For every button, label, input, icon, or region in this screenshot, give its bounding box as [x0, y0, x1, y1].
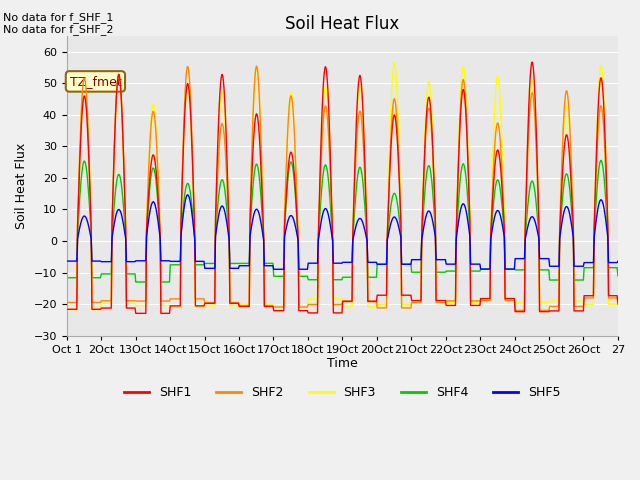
SHF1 [614, 300, 621, 306]
Title: Soil Heat Flux: Soil Heat Flux [285, 15, 399, 33]
SHF4 [230, 261, 237, 266]
SHF3 [63, 307, 70, 312]
Line: SHF3: SHF3 [67, 62, 618, 310]
SHF5 [184, 192, 191, 198]
SHF3 [614, 301, 621, 307]
Line: SHF2: SHF2 [67, 66, 618, 311]
SHF5 [401, 262, 408, 267]
SHF1 [257, 160, 264, 166]
SHF3 [390, 60, 398, 65]
SHF5 [257, 219, 264, 225]
SHF5 [230, 265, 237, 271]
SHF2 [229, 300, 237, 305]
SHF5 [278, 266, 286, 272]
SHF2 [400, 305, 408, 311]
SHF2 [511, 308, 519, 313]
SHF5 [270, 266, 278, 272]
SHF2 [257, 132, 264, 137]
SHF4 [400, 261, 408, 267]
SHF1 [431, 196, 438, 202]
SHF1 [127, 305, 135, 311]
SHF2 [253, 63, 260, 69]
SHF3 [400, 302, 408, 308]
SHF2 [127, 298, 135, 304]
Text: No data for f_SHF_1: No data for f_SHF_1 [3, 12, 113, 23]
SHF5 [63, 258, 70, 264]
SHF4 [132, 279, 140, 285]
SHF1 [230, 300, 237, 306]
SHF2 [278, 304, 285, 310]
SHF2 [63, 300, 70, 305]
SHF3 [127, 300, 135, 306]
SHF4 [614, 273, 621, 279]
SHF5 [127, 259, 135, 264]
SHF3 [256, 111, 264, 117]
SHF5 [614, 258, 621, 264]
SHF4 [127, 271, 135, 277]
SHF2 [431, 200, 438, 205]
Text: No data for f_SHF_2: No data for f_SHF_2 [3, 24, 114, 35]
SHF5 [431, 234, 439, 240]
SHF4 [278, 274, 285, 279]
X-axis label: Time: Time [327, 358, 358, 371]
SHF3 [277, 303, 285, 309]
Text: TZ_fmet: TZ_fmet [70, 75, 122, 88]
Line: SHF5: SHF5 [67, 195, 618, 269]
Line: SHF4: SHF4 [67, 160, 618, 282]
SHF1 [529, 59, 536, 65]
SHF2 [614, 301, 621, 307]
SHF4 [257, 191, 264, 197]
Y-axis label: Soil Heat Flux: Soil Heat Flux [15, 143, 28, 229]
SHF4 [431, 216, 438, 222]
SHF3 [229, 303, 237, 309]
SHF1 [400, 292, 408, 298]
SHF3 [431, 192, 438, 197]
SHF4 [63, 275, 70, 281]
SHF1 [278, 308, 285, 313]
Legend: SHF1, SHF2, SHF3, SHF4, SHF5: SHF1, SHF2, SHF3, SHF4, SHF5 [119, 381, 566, 404]
Line: SHF1: SHF1 [67, 62, 618, 313]
SHF4 [598, 157, 605, 163]
SHF1 [63, 306, 70, 312]
SHF1 [132, 311, 140, 316]
